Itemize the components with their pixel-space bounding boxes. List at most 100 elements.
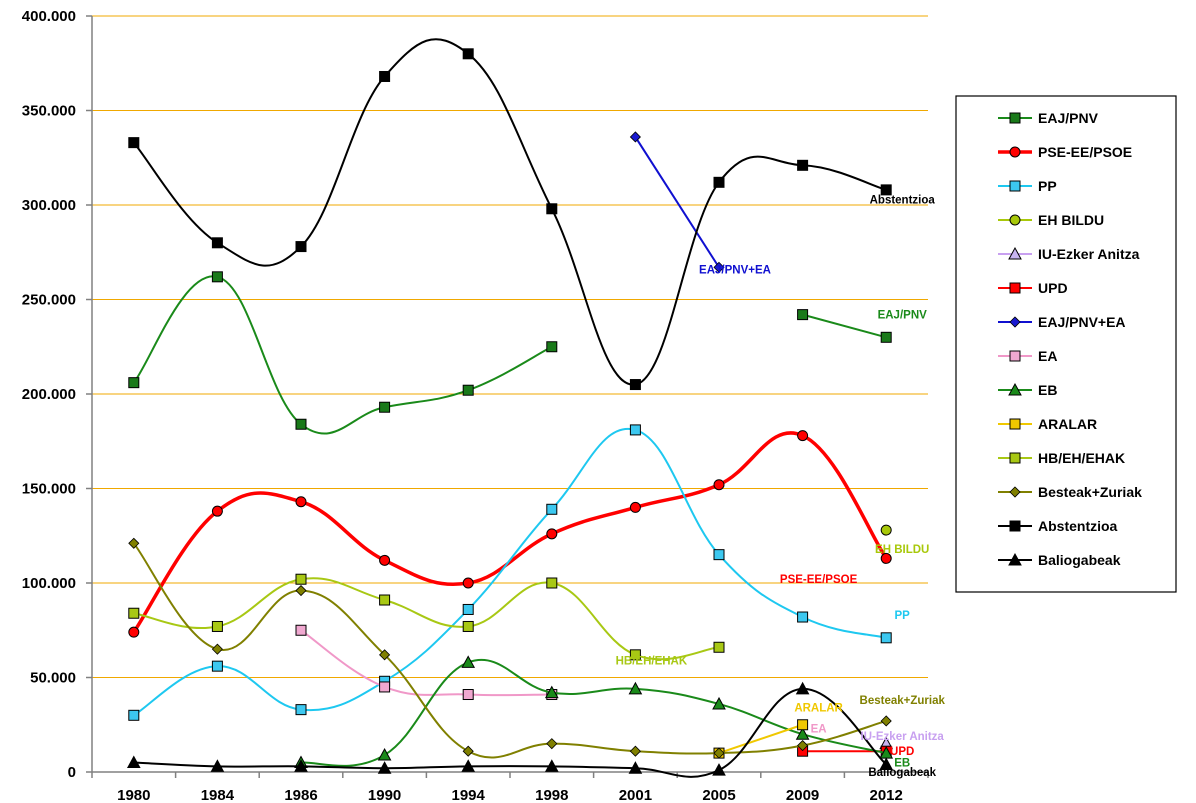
legend-swatch-marker bbox=[1009, 214, 1021, 226]
x-tick-label: 1984 bbox=[201, 787, 235, 803]
data-point bbox=[210, 759, 225, 772]
annotation-label: HB/EH/EHAK bbox=[616, 655, 688, 667]
legend-swatch-marker bbox=[1009, 486, 1021, 498]
annotation-label: Besteak+Zuriak bbox=[860, 695, 946, 707]
x-tick-label: 1998 bbox=[535, 787, 568, 803]
data-point bbox=[797, 309, 809, 321]
data-point bbox=[462, 689, 474, 701]
legend-label: ARALAR bbox=[1038, 416, 1097, 432]
gridlines bbox=[92, 15, 928, 678]
legend-swatch-marker bbox=[1009, 452, 1021, 464]
series-pse-ee-psoe bbox=[128, 430, 892, 638]
legend-label: EH BILDU bbox=[1038, 212, 1104, 228]
series-besteak-zuriak bbox=[128, 537, 892, 759]
x-tick-label: 2009 bbox=[786, 787, 819, 803]
data-point bbox=[379, 649, 391, 661]
data-point bbox=[713, 479, 725, 491]
legend-item-eaj-pnv: EAJ/PNV bbox=[998, 110, 1099, 126]
legend-item-besteak-zuriak: Besteak+Zuriak bbox=[998, 484, 1142, 500]
data-point bbox=[628, 761, 643, 774]
data-point bbox=[712, 696, 726, 710]
data-point bbox=[462, 48, 474, 60]
data-point bbox=[880, 331, 892, 343]
y-tick-label: 200.000 bbox=[22, 386, 76, 403]
y-tick-label: 50.000 bbox=[30, 670, 76, 687]
data-point bbox=[797, 719, 809, 731]
legend-item-aralar: ARALAR bbox=[998, 416, 1097, 432]
data-point bbox=[128, 537, 140, 549]
legend-label: Baliogabeak bbox=[1038, 552, 1121, 568]
data-point bbox=[713, 549, 725, 561]
legend-item-pse-ee-psoe: PSE-EE/PSOE bbox=[998, 144, 1132, 160]
legend-label: Besteak+Zuriak bbox=[1038, 484, 1142, 500]
data-point bbox=[712, 763, 726, 776]
series-hb-eh-ehak bbox=[128, 573, 725, 661]
annotation-label: EAJ/PNV bbox=[878, 310, 928, 322]
legend-swatch-marker bbox=[1009, 418, 1021, 430]
data-point bbox=[211, 620, 223, 632]
series-line bbox=[802, 313, 887, 339]
legend-swatch-marker bbox=[1008, 552, 1022, 566]
x-axis: 1980 1984 1986 1990 1994 1998 2001 2005 2009 2012 bbox=[91, 771, 929, 803]
x-tick-label: 2001 bbox=[619, 787, 652, 803]
legend-label: UPD bbox=[1038, 280, 1068, 296]
legend-label: PP bbox=[1038, 178, 1057, 194]
data-point bbox=[295, 624, 307, 636]
data-point bbox=[629, 745, 641, 757]
series-annotations: Abstentzioa EAJ/PNV+EA EAJ/PNV EH BILDU PSE-… bbox=[616, 194, 946, 779]
legend-item-eh-bildu: EH BILDU bbox=[998, 212, 1104, 228]
data-point bbox=[379, 70, 391, 82]
data-point bbox=[629, 649, 641, 661]
annotation-label: UPD bbox=[890, 746, 914, 758]
series-abstentzioa bbox=[128, 38, 892, 391]
y-tick-label: 150.000 bbox=[22, 481, 76, 498]
series-eh-bildu bbox=[880, 524, 892, 536]
data-point bbox=[379, 554, 391, 566]
y-tick-label: 350.000 bbox=[22, 103, 76, 120]
legend-swatch-marker bbox=[1009, 146, 1021, 158]
annotation-label: PSE-EE/PSOE bbox=[780, 574, 858, 586]
data-point bbox=[379, 681, 391, 693]
data-point bbox=[128, 137, 140, 149]
data-point bbox=[880, 715, 892, 727]
y-axis: 0 50.000 100.000 150.000 200.000 250.000 300.0… bbox=[22, 8, 93, 781]
series-line bbox=[300, 629, 552, 697]
series-ea bbox=[295, 624, 558, 701]
legend-label: IU-Ezker Anitza bbox=[1038, 246, 1140, 262]
legend-swatch-marker bbox=[1009, 112, 1021, 124]
legend-label: Abstentzioa bbox=[1038, 518, 1118, 534]
data-point bbox=[462, 745, 474, 757]
data-point bbox=[546, 577, 558, 589]
x-tick-label: 1980 bbox=[117, 787, 150, 803]
legend-swatch-marker bbox=[1009, 350, 1021, 362]
legend-swatch-marker bbox=[1008, 382, 1022, 396]
data-point bbox=[211, 660, 223, 672]
data-point bbox=[379, 401, 391, 413]
data-point bbox=[295, 241, 307, 253]
data-point bbox=[126, 755, 141, 769]
data-point bbox=[795, 681, 810, 695]
annotation-label: IU-Ezker Anitza bbox=[861, 731, 945, 743]
series-line bbox=[133, 687, 887, 778]
data-point bbox=[128, 709, 140, 721]
data-point bbox=[713, 641, 725, 653]
data-point bbox=[629, 424, 641, 436]
legend: EAJ/PNV PSE-EE/PSOE PP EH BILDU IU-Ezker Ani… bbox=[955, 95, 1177, 593]
series-line bbox=[133, 577, 720, 661]
x-tick-label: 2005 bbox=[702, 787, 735, 803]
data-point bbox=[880, 524, 892, 536]
data-point bbox=[546, 528, 558, 540]
data-point bbox=[462, 384, 474, 396]
data-point bbox=[294, 759, 308, 772]
legend-swatch-marker bbox=[1009, 180, 1021, 192]
annotation-label: EA bbox=[811, 724, 827, 736]
data-point bbox=[797, 611, 809, 623]
y-tick-label: 300.000 bbox=[22, 197, 76, 214]
legend-label: EA bbox=[1038, 348, 1057, 364]
series-line bbox=[133, 38, 887, 386]
legend-label: EB bbox=[1038, 382, 1057, 398]
data-point bbox=[880, 184, 892, 196]
x-tick-label: 1994 bbox=[452, 787, 486, 803]
data-point bbox=[797, 430, 809, 442]
